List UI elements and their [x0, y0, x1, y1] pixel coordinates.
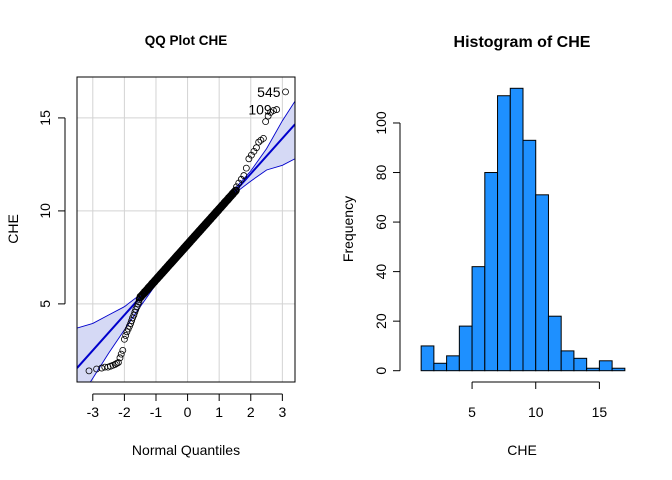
hist-bar: [509, 87, 524, 372]
hist-y-tick-label: 80: [373, 165, 389, 181]
qq-point: [282, 88, 289, 96]
hist-bar: [446, 355, 460, 372]
hist-y-tick-label: 60: [373, 214, 389, 230]
hist-x-tick-label: 10: [528, 404, 544, 420]
qq-x-tick-label: 1: [215, 404, 223, 420]
qq-x-tick-label: -1: [150, 404, 163, 420]
hist-y-tick-label: 0: [373, 367, 389, 375]
qq-point: [235, 179, 243, 187]
hist-bar: [433, 362, 448, 372]
qq-point: [255, 138, 263, 146]
qq-points: [85, 88, 289, 375]
hist-bar: [458, 325, 473, 372]
hist-bar: [535, 194, 549, 372]
qq-point: [250, 147, 258, 155]
hist-bar: [586, 367, 600, 372]
qq-y-tick-label: 10: [37, 203, 53, 219]
qq-point: [240, 172, 248, 179]
hist-bar: [484, 172, 499, 372]
hist-y-tick-label: 20: [373, 313, 389, 329]
qq-point: [270, 107, 277, 114]
qq-point: [117, 350, 125, 358]
qq-point: [119, 346, 127, 354]
qq-point: [113, 359, 121, 367]
qq-point: [120, 335, 128, 343]
qq-point: [135, 298, 143, 306]
qq-point: [116, 354, 124, 362]
hist-title: Histogram of CHE: [454, 34, 591, 51]
hist-x-tick-label: 15: [592, 404, 608, 420]
hist-bar: [420, 345, 435, 372]
qq-point: [233, 183, 240, 191]
hist-y-tick-label: 100: [373, 111, 389, 135]
qq-point: [260, 134, 267, 142]
hist-x-tick-label: 5: [468, 404, 476, 420]
qq-x-tick-label: 2: [247, 404, 255, 420]
qq-y-tick-label: 15: [37, 110, 53, 126]
hist-bar: [560, 350, 575, 372]
qq-x-tick-label: -2: [118, 404, 131, 420]
hist-bar: [598, 360, 613, 372]
qq-point: [242, 164, 250, 172]
qq-title: QQ Plot CHE: [145, 33, 228, 48]
qq-point: [247, 151, 255, 159]
qq-point: [233, 186, 240, 194]
hist-bars: [420, 87, 626, 372]
qq-x-axis: -3 -2 -1 0 1 2 3: [87, 393, 286, 420]
qq-point: [85, 367, 93, 375]
qq-point: [264, 112, 272, 120]
qq-y-axis: 5 10 15: [37, 110, 66, 308]
hist-y-label: Frequency: [340, 196, 356, 262]
qq-point-label: 545: [257, 84, 281, 100]
hist-bar: [522, 139, 537, 372]
qq-point: [273, 106, 281, 113]
qq-y-tick-label: 5: [37, 300, 53, 308]
hist-bar: [611, 367, 626, 372]
hist-x-label: CHE: [507, 442, 537, 458]
hist-x-axis: 5 10 15: [468, 381, 608, 420]
qq-point: [133, 303, 141, 311]
qq-point: [98, 364, 106, 372]
qq-x-tick-label: 3: [278, 404, 286, 420]
qq-point: [245, 155, 253, 163]
qq-x-label: Normal Quantiles: [132, 442, 240, 458]
qq-x-tick-label: 0: [184, 404, 192, 420]
qq-point: [114, 359, 122, 366]
hist-bar: [497, 95, 511, 372]
qq-point: [237, 175, 245, 183]
qq-plot-frame: [76, 76, 296, 383]
qq-x-tick-label: -3: [87, 404, 100, 420]
qq-point: [262, 118, 270, 126]
qq-y-label: CHE: [5, 214, 21, 244]
qq-point: [93, 365, 100, 373]
qq-point: [122, 332, 130, 339]
hist-bar: [471, 266, 486, 372]
hist-bar: [573, 357, 588, 372]
qq-point-label: 109: [248, 102, 272, 118]
hist-y-tick-label: 40: [373, 264, 389, 280]
hist-bar: [547, 315, 562, 372]
hist-y-axis: 0 20 40 60 80 100: [373, 111, 401, 375]
